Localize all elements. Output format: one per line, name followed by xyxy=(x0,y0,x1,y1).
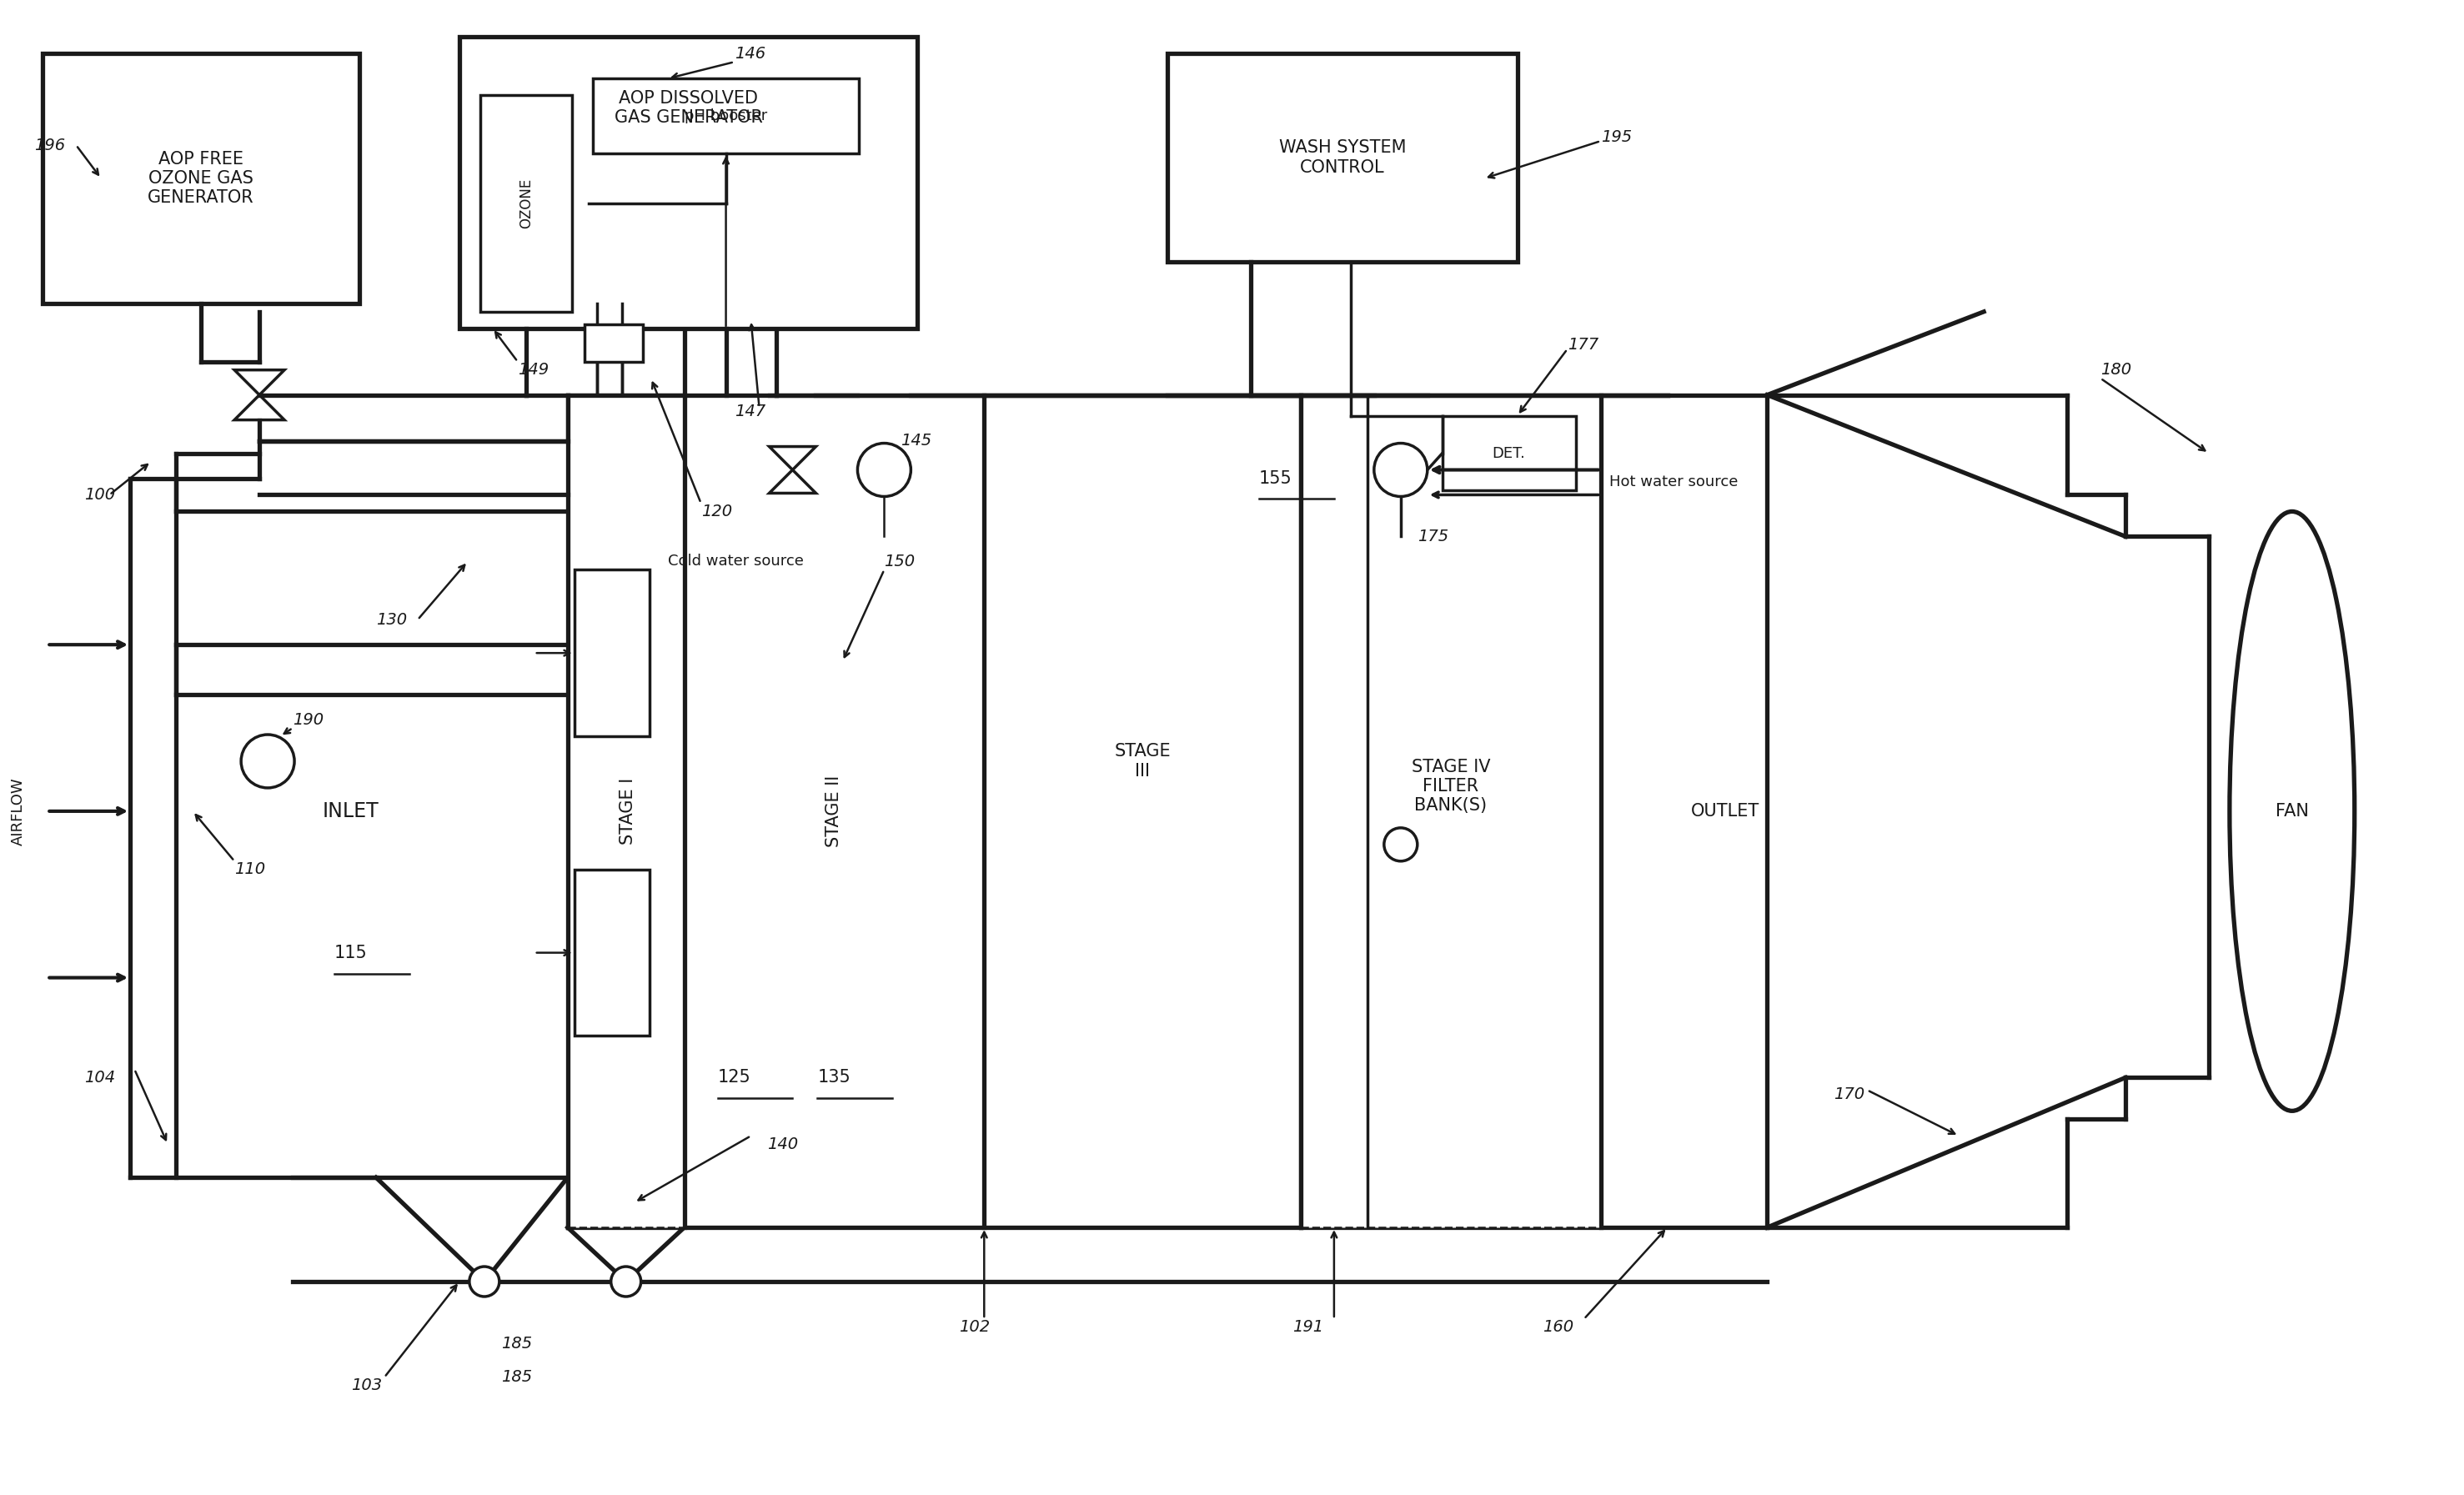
Text: 146: 146 xyxy=(734,46,766,61)
Text: 175: 175 xyxy=(1417,529,1449,544)
Bar xyxy=(584,324,643,362)
Ellipse shape xyxy=(2230,511,2356,1111)
Text: 135: 135 xyxy=(818,1069,850,1085)
Text: STAGE
III: STAGE III xyxy=(1114,743,1170,779)
Text: STAGE IV
FILTER
BANK(S): STAGE IV FILTER BANK(S) xyxy=(1412,758,1491,813)
Bar xyxy=(480,96,572,311)
Bar xyxy=(1301,395,1602,1227)
Text: 100: 100 xyxy=(84,487,116,502)
Circle shape xyxy=(611,1266,641,1296)
Text: 110: 110 xyxy=(234,861,266,878)
Text: 140: 140 xyxy=(769,1136,798,1153)
Text: WASH SYSTEM
CONTROL: WASH SYSTEM CONTROL xyxy=(1279,139,1407,176)
Bar xyxy=(594,79,860,154)
Bar xyxy=(567,395,685,1227)
Text: 103: 103 xyxy=(350,1378,382,1393)
Circle shape xyxy=(1375,443,1427,496)
Text: 191: 191 xyxy=(1294,1320,1323,1335)
Text: 130: 130 xyxy=(377,611,407,628)
Text: 185: 185 xyxy=(500,1369,532,1386)
Circle shape xyxy=(241,734,293,788)
Text: INLET: INLET xyxy=(323,801,379,821)
Text: pH booster: pH booster xyxy=(685,109,766,124)
Bar xyxy=(574,570,650,736)
Text: 125: 125 xyxy=(717,1069,752,1085)
Text: STAGE II: STAGE II xyxy=(825,776,843,848)
Circle shape xyxy=(468,1266,500,1296)
Text: 170: 170 xyxy=(1833,1087,1865,1102)
Bar xyxy=(574,870,650,1036)
Text: 195: 195 xyxy=(1602,129,1631,145)
Text: Hot water source: Hot water source xyxy=(1609,475,1737,490)
Text: DET.: DET. xyxy=(1493,446,1525,460)
Circle shape xyxy=(1385,828,1417,861)
Text: 185: 185 xyxy=(500,1337,532,1351)
Text: 180: 180 xyxy=(2099,362,2131,378)
Text: 190: 190 xyxy=(293,712,323,728)
Text: 115: 115 xyxy=(335,945,367,961)
Circle shape xyxy=(857,443,912,496)
Text: 155: 155 xyxy=(1259,469,1291,486)
Text: 160: 160 xyxy=(1542,1320,1574,1335)
Text: OUTLET: OUTLET xyxy=(1690,803,1759,819)
Text: OZONE: OZONE xyxy=(517,178,535,229)
Text: AOP DISSOLVED
GAS GENERATOR: AOP DISSOLVED GAS GENERATOR xyxy=(614,90,761,126)
Bar xyxy=(458,37,917,329)
Bar xyxy=(1441,416,1574,490)
Text: AIRFLOW: AIRFLOW xyxy=(10,777,25,845)
Text: FAN: FAN xyxy=(2274,803,2309,819)
Text: 120: 120 xyxy=(700,504,732,519)
Text: 150: 150 xyxy=(885,553,914,570)
Text: 149: 149 xyxy=(517,362,549,378)
Text: 104: 104 xyxy=(84,1069,116,1085)
Text: 145: 145 xyxy=(902,432,931,448)
Text: 147: 147 xyxy=(734,404,766,420)
Bar xyxy=(42,54,360,303)
Text: STAGE I: STAGE I xyxy=(618,777,636,845)
Text: 102: 102 xyxy=(958,1320,991,1335)
Text: Cold water source: Cold water source xyxy=(668,555,803,570)
Text: 196: 196 xyxy=(34,138,67,152)
Text: 177: 177 xyxy=(1567,336,1599,353)
Bar xyxy=(1168,54,1518,262)
Text: AOP FREE
OZONE GAS
GENERATOR: AOP FREE OZONE GAS GENERATOR xyxy=(148,151,254,206)
